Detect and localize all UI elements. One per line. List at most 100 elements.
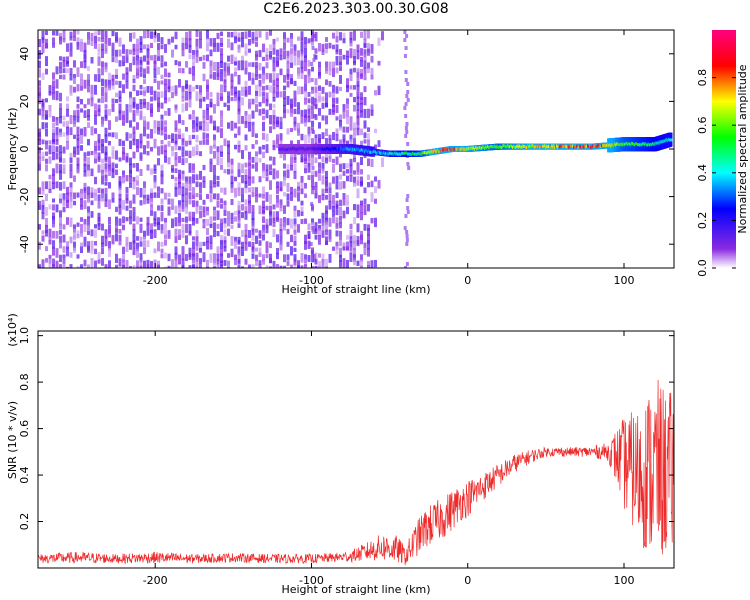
heatmap-cell <box>153 192 157 198</box>
heatmap-cell <box>76 265 80 268</box>
heatmap-cell <box>248 229 251 238</box>
heatmap-cell <box>83 60 87 69</box>
heatmap-cell <box>153 218 157 224</box>
heatmap-cell <box>339 86 342 92</box>
heatmap-cell <box>237 96 241 103</box>
heatmap-cell <box>310 126 314 130</box>
heatmap-cell <box>97 164 101 173</box>
heatmap-cell <box>321 43 325 53</box>
heatmap-cell <box>353 127 356 136</box>
heatmap-cell <box>129 91 132 99</box>
heatmap-cell <box>363 198 367 205</box>
heatmap-cell <box>262 224 265 233</box>
heatmap-cell <box>160 102 164 109</box>
heatmap-cell <box>244 199 248 206</box>
heatmap-cell <box>346 259 349 268</box>
heatmap-cell <box>41 114 45 120</box>
heatmap-cell <box>150 260 153 268</box>
heatmap-cell <box>346 206 349 215</box>
heatmap-cell <box>164 78 167 86</box>
heatmap-cell <box>377 85 381 96</box>
heatmap-cell <box>167 134 171 140</box>
heatmap-cell <box>48 240 52 245</box>
heatmap-cell <box>356 188 360 199</box>
heatmap-cell <box>129 97 132 108</box>
heatmap-cell <box>52 128 55 134</box>
heatmap-cell <box>335 31 339 37</box>
heatmap-cell <box>216 67 220 77</box>
heatmap-cell <box>199 210 202 219</box>
heatmap-cell <box>248 151 251 160</box>
heatmap-cell <box>241 97 244 106</box>
heatmap-cell <box>188 265 192 268</box>
heatmap-cell <box>283 32 286 40</box>
heatmap-cell <box>300 200 304 206</box>
heatmap-cell <box>321 216 325 226</box>
heatmap-cell <box>314 252 318 259</box>
heatmap-cell <box>192 163 195 170</box>
heatmap-cell <box>101 235 104 244</box>
heatmap-cell <box>262 254 265 262</box>
heatmap-cell <box>272 115 276 125</box>
heatmap-cell <box>139 60 143 66</box>
heatmap-cell <box>381 31 384 41</box>
heatmap-cell <box>339 152 342 158</box>
heatmap-cell <box>157 186 160 192</box>
heatmap-cell <box>251 98 255 105</box>
heatmap-cell <box>52 151 55 161</box>
heatmap-cell <box>160 80 164 85</box>
heatmap-cell <box>251 205 255 213</box>
top-y-axis-label: Frequency (Hz) <box>6 108 19 191</box>
heatmap-cell <box>199 38 202 49</box>
heatmap-cell <box>129 170 132 178</box>
heatmap-cell <box>377 60 381 66</box>
heatmap-cell <box>45 206 48 216</box>
heatmap-cell <box>143 90 146 97</box>
heatmap-cell <box>349 230 353 239</box>
heatmap-cell <box>339 222 342 229</box>
heatmap-cell <box>363 73 367 81</box>
heatmap-cell <box>318 122 321 129</box>
heatmap-cell <box>136 236 139 241</box>
heatmap-cell <box>321 230 325 238</box>
heatmap-cell <box>45 122 48 129</box>
heatmap-cell <box>405 230 409 234</box>
heatmap-cell <box>307 157 311 167</box>
heatmap-cell <box>248 38 251 46</box>
heatmap-cell <box>290 38 293 48</box>
heatmap-cell <box>276 216 279 223</box>
heatmap-cell <box>73 200 76 206</box>
heatmap-cell <box>307 126 311 137</box>
heatmap-cell <box>129 200 132 209</box>
heatmap-cell <box>73 86 76 93</box>
heatmap-cell <box>115 92 118 98</box>
heatmap-cell <box>353 96 356 103</box>
heatmap-cell <box>59 235 62 243</box>
heatmap-cell <box>199 182 202 187</box>
heatmap-cell <box>94 241 97 246</box>
heatmap-cell <box>66 126 69 136</box>
heatmap-cell <box>230 80 234 89</box>
heatmap-cell <box>349 85 353 90</box>
heatmap-cell <box>293 229 297 235</box>
heatmap-cell <box>404 78 408 82</box>
heatmap-cell <box>227 211 230 219</box>
heatmap-cell <box>146 198 150 204</box>
heatmap-cell <box>332 205 335 212</box>
heatmap-cell <box>311 253 314 263</box>
heatmap-cell <box>129 266 132 268</box>
heatmap-cell <box>241 212 244 219</box>
heatmap-cell <box>171 49 174 58</box>
heatmap-cell <box>97 199 101 209</box>
heatmap-cell <box>213 253 216 264</box>
heatmap-cell <box>101 139 104 147</box>
heatmap-cell <box>360 97 363 105</box>
heatmap-cell <box>311 186 315 190</box>
heatmap-cell <box>94 103 97 110</box>
heatmap-cell <box>174 236 178 244</box>
heatmap-cell <box>342 181 346 189</box>
heatmap-cell <box>94 192 97 201</box>
heatmap-cell <box>237 102 241 112</box>
heatmap-cell <box>342 54 346 60</box>
heatmap-cell <box>59 223 62 229</box>
